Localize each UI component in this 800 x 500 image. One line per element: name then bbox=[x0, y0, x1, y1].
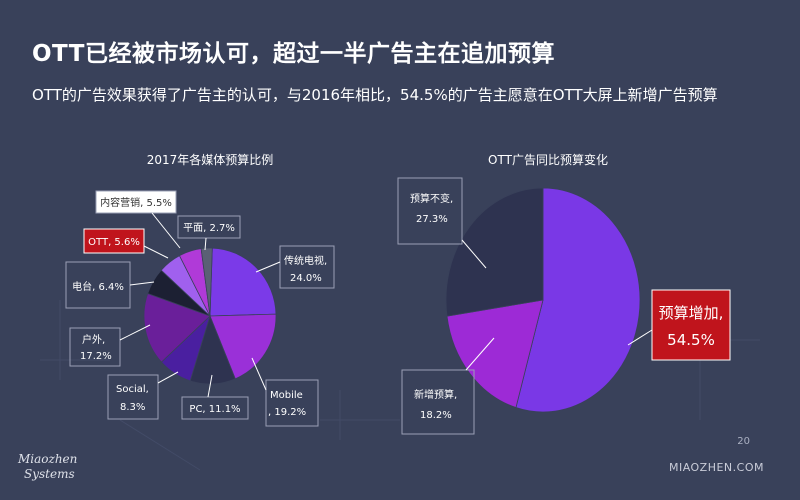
label-mobile-name: Mobile bbox=[270, 390, 303, 401]
page-number: 20 bbox=[737, 436, 750, 447]
label-box-radio: 电台, 6.4% bbox=[65, 261, 155, 309]
label-ott: OTT, 5.6% bbox=[88, 237, 140, 248]
label-outdoor-name: 户外, bbox=[82, 333, 105, 346]
label-new-budget-name: 新增预算, bbox=[414, 388, 457, 401]
label-unchanged-value: 27.3% bbox=[416, 214, 448, 225]
label-content-marketing: 内容营销, 5.5% bbox=[100, 196, 172, 209]
slide-subtitle: OTT的广告效果获得了广告主的认可，与2016年相比，54.5%的广告主愿意在O… bbox=[32, 86, 718, 104]
label-mobile-value: , 19.2% bbox=[268, 407, 306, 418]
label-box-tv: 传统电视, 24.0% bbox=[255, 245, 335, 289]
media-budget-chart-title: 2017年各媒体预算比例 bbox=[147, 152, 274, 167]
website-footer: MIAOZHEN.COM bbox=[668, 461, 764, 474]
label-tv-name: 传统电视, bbox=[284, 254, 327, 267]
label-radio: 电台, 6.4% bbox=[72, 280, 124, 293]
ott-budget-chart-title: OTT广告同比预算变化 bbox=[488, 152, 608, 167]
label-box-ott: OTT, 5.6% bbox=[83, 228, 169, 259]
label-box-outdoor: 户外, 17.2% bbox=[69, 324, 151, 367]
label-box-new-budget: 新增预算, 18.2% bbox=[401, 337, 495, 435]
label-box-content-marketing: 内容营销, 5.5% bbox=[95, 190, 181, 249]
pie-slice-户外 bbox=[143, 293, 211, 363]
label-outdoor-value: 17.2% bbox=[80, 351, 112, 362]
label-box-unchanged: 预算不变, 27.3% bbox=[397, 177, 487, 269]
label-box-social: Social, 8.3% bbox=[107, 371, 179, 420]
pie-slice-Mobile bbox=[209, 313, 277, 380]
label-print: 平面, 2.7% bbox=[183, 223, 235, 234]
company-logo: Miaozhen Systems bbox=[18, 452, 82, 492]
pie-slice-新增预算 bbox=[446, 299, 544, 409]
logo-line-1: Miaozhen bbox=[18, 452, 78, 466]
pie-slice-传统电视 bbox=[209, 247, 277, 317]
label-social-name: Social, bbox=[116, 384, 149, 395]
label-box-mobile: Mobile , 19.2% bbox=[251, 357, 319, 427]
label-pc: PC, 11.1% bbox=[189, 404, 240, 415]
pie-slice-平面 bbox=[200, 247, 213, 317]
label-box-increase: 预算增加, 54.5% bbox=[627, 289, 731, 361]
label-unchanged-name: 预算不变, bbox=[410, 192, 453, 205]
pie-slice-预算不变 bbox=[445, 187, 544, 317]
ott-budget-pie bbox=[445, 187, 641, 413]
label-box-print: 平面, 2.7% bbox=[177, 215, 241, 251]
label-box-pc: PC, 11.1% bbox=[181, 374, 249, 420]
media-budget-pie bbox=[143, 247, 277, 385]
pie-slice-预算增加 bbox=[515, 187, 641, 413]
label-social-value: 8.3% bbox=[120, 402, 145, 413]
label-increase-name: 预算增加, bbox=[659, 304, 724, 322]
logo-line-2: Systems bbox=[24, 467, 75, 481]
label-new-budget-value: 18.2% bbox=[420, 410, 452, 421]
label-tv-value: 24.0% bbox=[290, 273, 322, 284]
label-increase-value: 54.5% bbox=[667, 331, 715, 349]
slide-title: OTT已经被市场认可，超过一半广告主在追加预算 bbox=[32, 41, 555, 67]
